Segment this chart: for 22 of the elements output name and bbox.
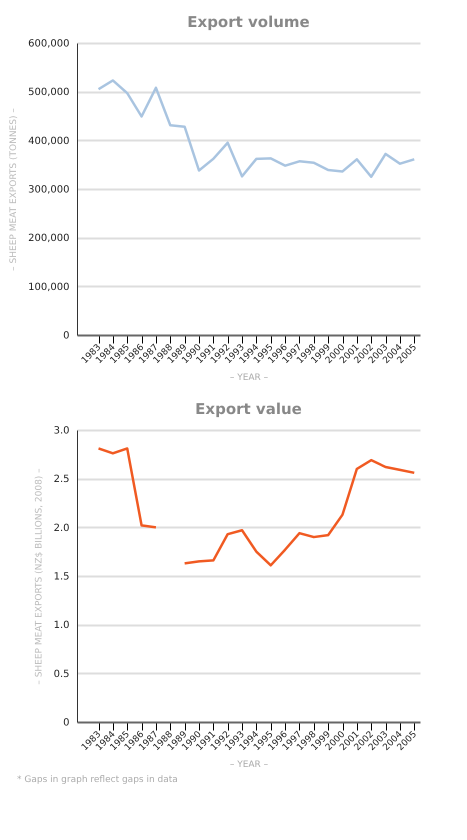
y-tick-label: 0 [63, 330, 70, 342]
y-axis-title: – SHEEP MEAT EXPORTS (NZ$ BILLIONS, 2008) – [34, 468, 45, 685]
y-tick-label: 500,000 [28, 87, 70, 98]
y-tick-label: 100,000 [28, 282, 70, 293]
y-tick-label: 400,000 [28, 136, 70, 147]
y-tick-label: 1.0 [54, 620, 70, 632]
y-axis-title: – SHEEP MEAT EXPORTS (TONNES) – [9, 108, 20, 271]
chart-title: Export value [195, 400, 302, 418]
y-tick-label: 3.0 [54, 426, 70, 436]
x-axis-title: – YEAR – [230, 760, 269, 770]
y-tick-label: 0.5 [54, 668, 70, 680]
y-tick-label: 0 [63, 718, 70, 728]
y-tick-label: 2.0 [54, 522, 70, 534]
y-tick-label: 600,000 [28, 38, 70, 50]
y-tick-label: 2.5 [54, 474, 70, 486]
y-tick-label: 1.5 [54, 572, 70, 582]
line-series [97, 79, 416, 178]
y-tick-label: 200,000 [28, 233, 70, 244]
y-tick-label: 300,000 [28, 184, 70, 196]
chart-title: Export volume [187, 13, 310, 31]
x-axis-title: – YEAR – [230, 373, 269, 384]
text: * Gaps in graph reflect gaps in data [17, 775, 178, 785]
